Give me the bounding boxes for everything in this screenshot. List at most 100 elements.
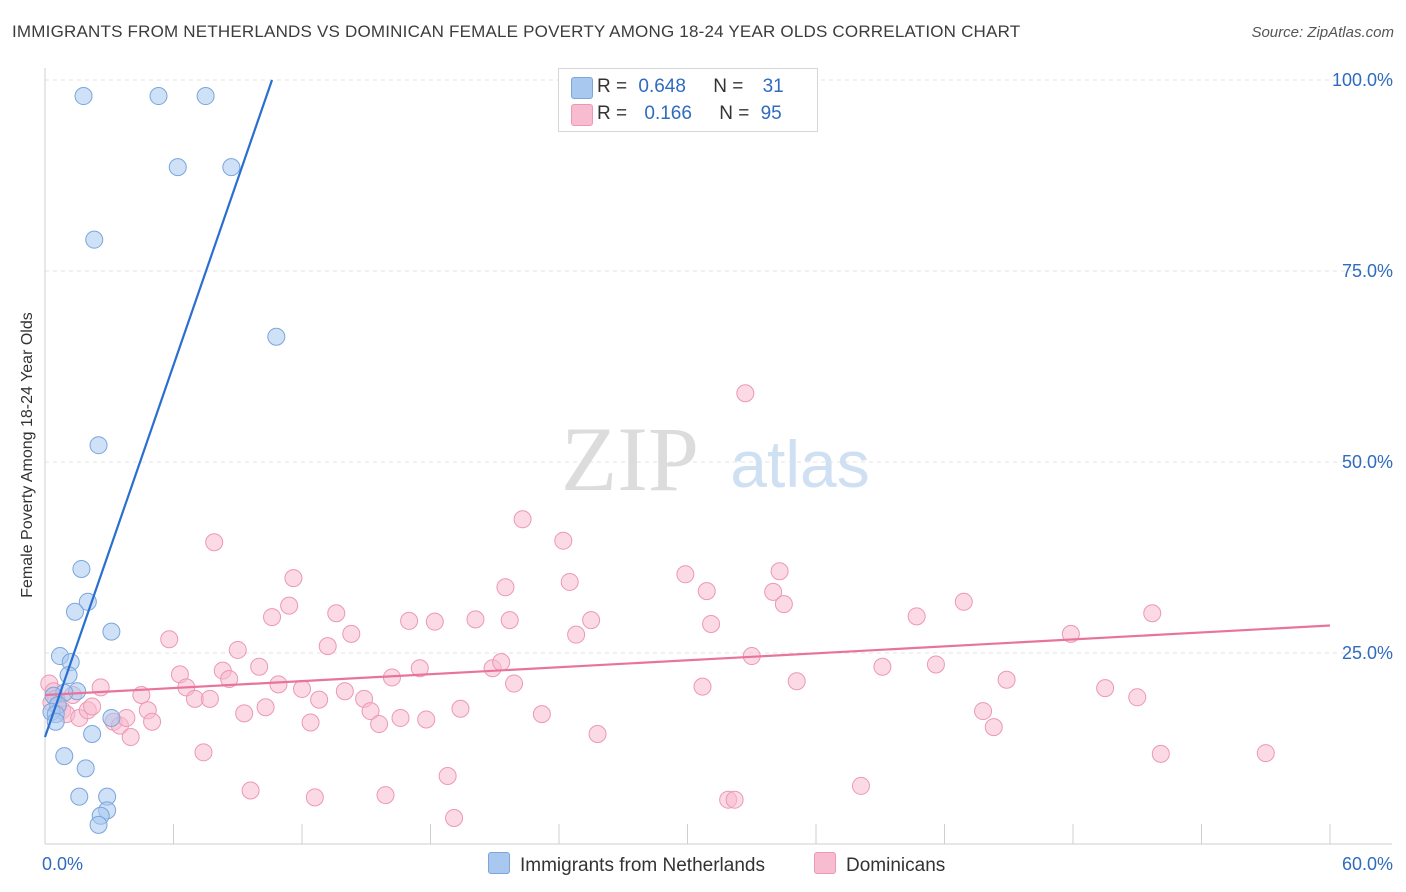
gridlines xyxy=(45,79,1392,654)
dominicans-point xyxy=(567,625,586,644)
dominicans-points xyxy=(40,384,1275,828)
stats-legend-row-dominicans: R = 0.166 N = 95 xyxy=(571,103,782,126)
y-tick-label: 75.0% xyxy=(1342,261,1393,281)
dominicans-point xyxy=(496,578,515,597)
axes xyxy=(44,68,1392,845)
dominicans-point xyxy=(764,582,783,601)
dominicans-swatch xyxy=(571,104,593,126)
netherlands-points xyxy=(42,87,286,834)
netherlands-point xyxy=(102,622,121,641)
netherlands-point xyxy=(74,87,93,106)
dominicans-point xyxy=(907,607,926,626)
dominicans-point xyxy=(554,531,573,550)
dominicans-point xyxy=(410,659,429,678)
dominicans-point xyxy=(702,614,721,633)
n-value: 31 xyxy=(762,76,784,97)
dominicans-point xyxy=(143,712,162,731)
dominicans-point xyxy=(361,702,380,721)
netherlands-point xyxy=(196,87,215,106)
dominicans-swatch xyxy=(814,852,836,874)
dominicans-point xyxy=(466,610,485,629)
netherlands-point xyxy=(70,787,89,806)
stats-legend: R = 0.648 N = 31 R = 0.166 N = 95 xyxy=(558,68,818,132)
source-credit: Source: ZipAtlas.com xyxy=(1251,24,1394,41)
dominicans-point xyxy=(954,592,973,611)
dominicans-point xyxy=(1143,604,1162,623)
y-tick-label: 50.0% xyxy=(1342,452,1393,472)
dominicans-point xyxy=(228,640,247,659)
dominicans-point xyxy=(513,510,532,529)
dominicans-point xyxy=(263,608,282,627)
dominicans-point xyxy=(318,637,337,656)
dominicans-point xyxy=(1061,624,1080,643)
netherlands-point xyxy=(89,815,108,834)
dominicans-point xyxy=(438,767,457,786)
dominicans-point xyxy=(301,713,320,732)
dominicans-point xyxy=(83,697,102,716)
dominicans-point xyxy=(505,674,524,693)
legend-item-netherlands: Immigrants from Netherlands xyxy=(488,852,765,877)
netherlands-point xyxy=(168,158,187,177)
chart-title: IMMIGRANTS FROM NETHERLANDS VS DOMINICAN… xyxy=(12,22,1021,41)
dominicans-point xyxy=(250,657,269,676)
dominicans-trend-line xyxy=(44,624,1331,697)
dominicans-point xyxy=(200,689,219,708)
dominicans-point xyxy=(697,582,716,601)
r-label: R = xyxy=(597,76,628,97)
dominicans-point xyxy=(121,728,140,747)
netherlands-point xyxy=(267,327,286,346)
netherlands-point xyxy=(149,87,168,106)
tick-labels: 25.0% 50.0% 75.0% 100.0% 0.0% 60.0% xyxy=(42,70,1393,874)
netherlands-point xyxy=(83,724,102,743)
dominicans-point xyxy=(588,724,607,743)
dominicans-point xyxy=(284,569,303,588)
netherlands-point xyxy=(76,759,95,778)
dominicans-point xyxy=(1256,744,1275,763)
dominicans-point xyxy=(736,384,755,403)
dominicans-point xyxy=(205,533,224,552)
y-tick-label: 100.0% xyxy=(1332,70,1393,90)
dominicans-point xyxy=(492,653,511,672)
y-tick-label: 25.0% xyxy=(1342,643,1393,663)
dominicans-point xyxy=(693,677,712,696)
netherlands-point xyxy=(102,708,121,727)
netherlands-point xyxy=(72,559,91,578)
dominicans-point xyxy=(194,743,213,762)
netherlands-swatch xyxy=(488,852,510,874)
dominicans-point xyxy=(370,715,389,734)
dominicans-point xyxy=(1128,688,1147,707)
dominicans-point xyxy=(280,596,299,615)
dominicans-point xyxy=(873,657,892,676)
dominicans-point xyxy=(220,669,239,688)
r-label: R = xyxy=(597,103,628,124)
netherlands-trend-line xyxy=(43,79,274,738)
dominicans-point xyxy=(117,708,136,727)
dominicans-point xyxy=(676,565,695,584)
dominicans-point xyxy=(1151,744,1170,763)
legend-label-dominicans: Dominicans xyxy=(846,855,946,876)
dominicans-point xyxy=(256,698,275,717)
netherlands-point xyxy=(65,602,84,621)
legend-item-dominicans: Dominicans xyxy=(814,852,945,877)
dominicans-point xyxy=(376,786,395,805)
dominicans-point xyxy=(532,705,551,724)
dominicans-point xyxy=(305,788,324,807)
dominicans-point xyxy=(770,562,789,581)
x-tick-label: 60.0% xyxy=(1342,854,1393,874)
netherlands-point xyxy=(222,158,241,177)
watermark-atlas: atlas xyxy=(730,427,869,501)
r-value: 0.648 xyxy=(638,76,686,97)
r-value: 0.166 xyxy=(644,103,692,124)
n-value: 95 xyxy=(760,103,782,124)
dominicans-point xyxy=(391,708,410,727)
dominicans-point xyxy=(582,611,601,630)
dominicans-point xyxy=(984,718,1003,737)
dominicans-point xyxy=(451,699,470,718)
dominicans-point xyxy=(560,572,579,591)
dominicans-point xyxy=(241,781,260,800)
dominicans-point xyxy=(235,704,254,723)
dominicans-point xyxy=(774,595,793,614)
dominicans-point xyxy=(335,682,354,701)
dominicans-point xyxy=(185,689,204,708)
